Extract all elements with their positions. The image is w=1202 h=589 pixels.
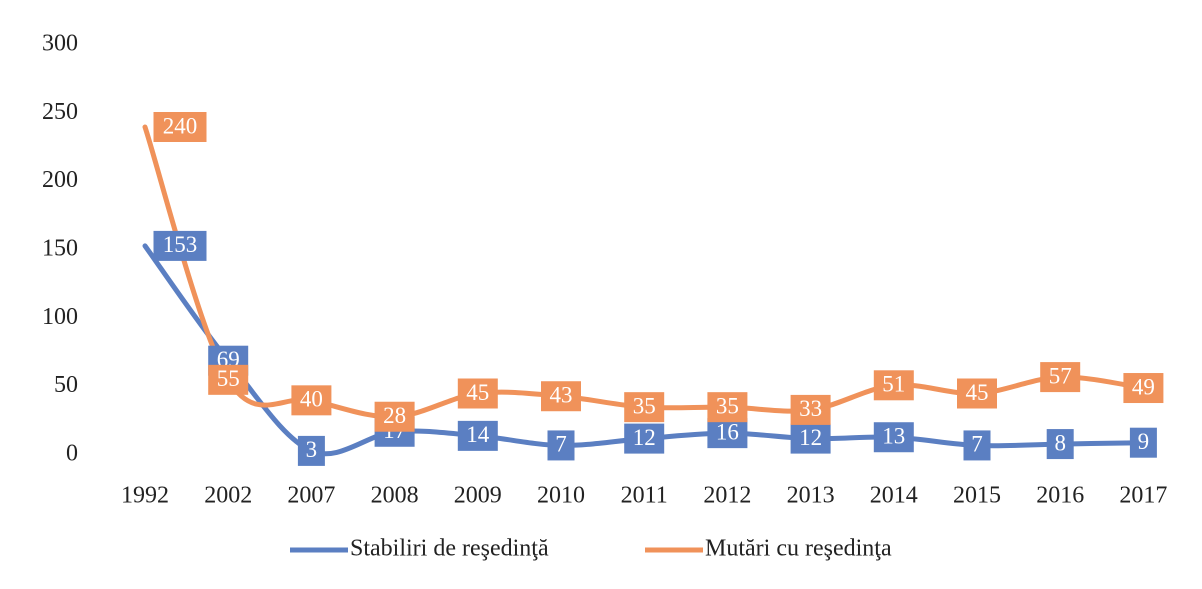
x-tick-label: 2002 [204, 483, 252, 509]
data-label: 9 [1138, 429, 1150, 454]
data-label-box [790, 394, 831, 425]
data-label-box [547, 430, 575, 461]
data-label-box [1040, 362, 1081, 393]
x-tick-label: 2015 [953, 483, 1001, 509]
y-tick-label: 250 [42, 99, 78, 125]
data-label: 43 [550, 383, 573, 408]
data-label: 7 [971, 432, 983, 457]
data-label: 7 [555, 432, 567, 457]
x-tick-label: 2008 [371, 483, 419, 509]
data-label-box [1123, 373, 1164, 404]
y-tick-label: 150 [42, 236, 78, 262]
y-tick-label: 200 [42, 167, 78, 193]
x-tick-label: 1992 [121, 483, 169, 509]
x-tick-label: 2007 [287, 483, 335, 509]
x-tick-label: 2009 [454, 483, 502, 509]
legend-label: Mutări cu reşedinţa [705, 536, 892, 562]
data-label-box [457, 420, 498, 451]
data-label-box [457, 378, 498, 409]
data-label: 35 [716, 393, 739, 418]
data-label: 153 [163, 232, 198, 257]
data-label-box [790, 423, 831, 454]
data-label: 240 [163, 113, 198, 138]
data-label-box [153, 230, 207, 261]
data-label-box [374, 401, 415, 432]
y-tick-label: 0 [66, 441, 78, 467]
data-label: 12 [799, 425, 822, 450]
legend-label: Stabiliri de reşedinţă [350, 536, 549, 562]
data-label: 3 [306, 437, 318, 462]
x-tick-label: 2013 [787, 483, 835, 509]
data-label: 45 [966, 380, 989, 405]
x-tick-label: 2010 [537, 483, 585, 509]
data-label-box [963, 430, 991, 461]
data-label-box [1129, 427, 1157, 458]
data-label-box [624, 423, 665, 454]
data-label: 16 [716, 419, 739, 444]
data-label-box [624, 392, 665, 423]
x-tick-label: 2016 [1036, 483, 1084, 509]
data-label-box [541, 381, 581, 412]
series-line [142, 124, 1146, 420]
data-label-box [707, 418, 748, 449]
data-label-box [707, 392, 748, 423]
data-label-box [153, 112, 207, 142]
data-label-box [957, 378, 997, 409]
data-label-box [297, 435, 325, 466]
data-label-box [873, 370, 914, 401]
data-label-box [1046, 429, 1074, 460]
data-label-box [873, 422, 914, 453]
data-label: 51 [882, 372, 905, 397]
data-label: 57 [1049, 363, 1072, 388]
data-label: 13 [882, 424, 905, 449]
y-tick-label: 50 [54, 372, 78, 398]
x-tick-label: 2014 [870, 483, 918, 509]
series-line [142, 243, 1146, 457]
data-label: 14 [466, 422, 490, 447]
data-label: 33 [799, 396, 822, 421]
data-label: 28 [383, 403, 406, 428]
x-tick-label: 2017 [1119, 483, 1167, 509]
data-label: 49 [1132, 374, 1155, 399]
data-label: 45 [466, 380, 489, 405]
data-label: 8 [1054, 430, 1066, 455]
data-label: 35 [633, 393, 656, 418]
x-tick-label: 2011 [621, 483, 668, 509]
x-tick-label: 2012 [703, 483, 751, 509]
data-label: 55 [217, 366, 240, 391]
y-tick-label: 300 [42, 31, 78, 57]
data-label: 12 [633, 425, 656, 450]
data-label: 40 [300, 387, 323, 412]
y-tick-label: 100 [42, 304, 78, 330]
data-label-box [208, 364, 249, 395]
data-label-box [291, 385, 332, 416]
